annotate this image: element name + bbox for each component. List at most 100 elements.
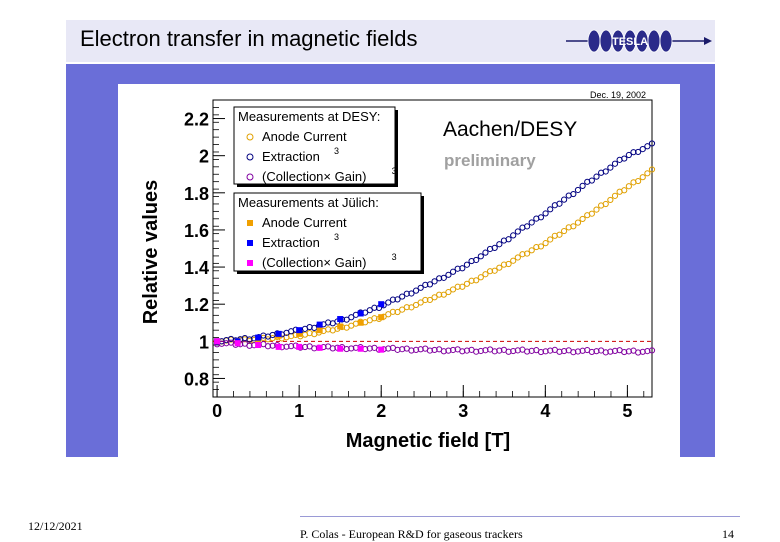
data-point (385, 299, 392, 306)
data-point (644, 143, 651, 150)
data-point (611, 160, 619, 167)
legend-superscript: 3 (334, 146, 339, 156)
legend-desy: Measurements at DESY: Anode Current Extrac… (233, 106, 398, 187)
legend-superscript: 3 (392, 166, 397, 176)
data-point (449, 286, 457, 293)
data-point (440, 348, 447, 355)
data-point (560, 227, 568, 235)
data-point (644, 170, 651, 177)
x-tick-label: 1 (294, 401, 304, 421)
data-point (357, 310, 364, 317)
data-point (394, 308, 401, 316)
data-point (625, 183, 632, 190)
data-point (537, 243, 545, 250)
data-point (371, 315, 378, 322)
data-point (445, 288, 452, 296)
data-point (403, 304, 410, 311)
legend-heading: Measurements at DESY: (238, 109, 380, 124)
annotation-main: Aachen/DESY (443, 118, 577, 141)
data-point (343, 345, 350, 353)
data-point (635, 148, 642, 156)
data-point (337, 323, 344, 330)
data-point (412, 301, 420, 309)
data-point (264, 343, 272, 350)
legend-entry: Anode Current (262, 129, 347, 144)
data-point (431, 278, 438, 285)
data-point (357, 319, 364, 326)
legend-superscript: 3 (334, 232, 339, 242)
x-tick-label: 0 (212, 401, 222, 421)
data-point (496, 264, 503, 271)
data-point (639, 348, 646, 355)
data-point (607, 196, 614, 204)
data-point (593, 206, 600, 213)
data-point (417, 299, 424, 306)
data-point (496, 241, 503, 248)
legend-entry: (Collection× Gain) (262, 255, 366, 270)
legend-entry: (Collection× Gain) (262, 169, 366, 184)
x-tick-label: 3 (458, 401, 468, 421)
data-point (255, 334, 262, 341)
data-point (523, 250, 531, 257)
data-point (556, 200, 563, 207)
data-point (574, 219, 582, 226)
data-point (528, 219, 535, 226)
y-tick-label: 1 (199, 332, 209, 352)
data-point (329, 345, 336, 352)
series-5 (214, 338, 385, 353)
data-point (408, 347, 415, 354)
legend-entry: Extraction (262, 149, 320, 164)
data-point (440, 291, 447, 298)
data-point (316, 321, 323, 328)
data-point (436, 291, 443, 298)
data-point (625, 151, 632, 159)
y-axis-label: Relative values (140, 180, 162, 325)
data-point (296, 343, 303, 350)
data-point (337, 345, 344, 352)
series-1 (214, 140, 656, 346)
data-point (537, 348, 545, 356)
data-point (459, 283, 466, 290)
data-point (316, 344, 323, 351)
data-point (426, 281, 434, 288)
data-point (639, 174, 646, 181)
data-point (394, 296, 401, 303)
data-point (440, 274, 447, 281)
data-point (473, 256, 480, 264)
data-point (459, 265, 466, 272)
y-tick-label: 0.8 (184, 369, 209, 389)
data-point (343, 316, 350, 323)
data-point (394, 346, 401, 353)
data-point (403, 290, 410, 297)
data-point (431, 294, 438, 301)
data-point (275, 343, 282, 350)
legend-layer: Measurements at DESY: Anode Current Extrac… (233, 106, 424, 274)
data-point (348, 314, 355, 321)
x-tick-label: 5 (622, 401, 632, 421)
data-point (625, 348, 632, 355)
data-point (445, 347, 452, 354)
y-tick-label: 1.8 (184, 184, 209, 204)
data-point (422, 296, 429, 304)
data-point (630, 149, 637, 156)
data-point (644, 348, 651, 355)
data-point (449, 346, 457, 354)
data-point (337, 316, 344, 323)
title-rule (66, 62, 715, 64)
data-point (463, 261, 471, 268)
data-point (611, 192, 619, 199)
y-tick-label: 2.2 (184, 110, 209, 130)
y-tick-label: 1.4 (184, 258, 209, 278)
data-point (449, 268, 457, 275)
data-point (417, 284, 424, 291)
date-label: Dec. 19, 2002 (590, 90, 646, 100)
data-point (348, 345, 355, 352)
data-point (579, 215, 586, 223)
legend-marker (247, 240, 253, 246)
data-point (408, 290, 415, 297)
data-point (547, 206, 554, 213)
data-point (556, 231, 563, 238)
footer-center: P. Colas - European R&D for gaseous trac… (300, 527, 523, 541)
y-tick-label: 2 (199, 147, 209, 167)
